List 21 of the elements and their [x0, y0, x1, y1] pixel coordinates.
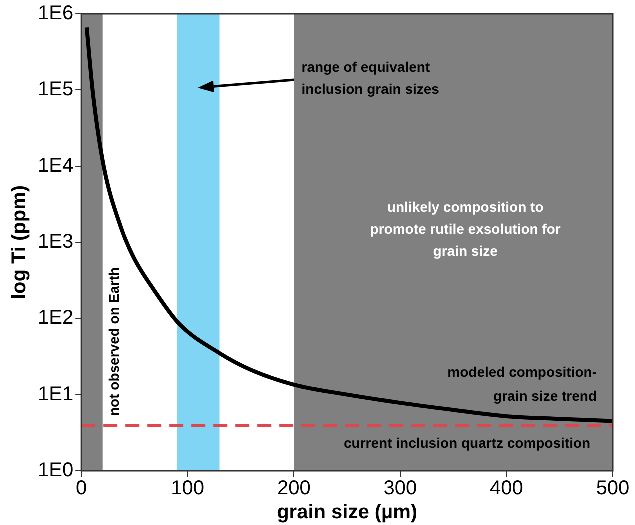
x-tick-label: 100: [171, 478, 205, 500]
y-tick-label: 1E4: [38, 154, 74, 177]
series-label: modeled composition-grain size trend: [448, 364, 598, 404]
y-tick-label: 1E0: [38, 460, 74, 482]
x-tick-label: 0: [76, 478, 88, 500]
ref-line-label: current inclusion quartz composition: [344, 434, 591, 451]
band-label: not observed on Earth: [106, 267, 122, 416]
x-tick-label: 400: [490, 478, 524, 500]
x-tick-label: 300: [384, 478, 418, 500]
x-tick-label: 500: [596, 478, 630, 500]
x-axis-title: grain size (µm): [277, 502, 418, 524]
band-label: range of equivalent inclusion grain sizes: [302, 59, 440, 97]
x-tick-label: 200: [277, 478, 311, 500]
y-tick-label: 1E6: [38, 2, 74, 25]
y-axis-title: log Ti (ppm): [8, 185, 31, 300]
y-tick-label: 1E3: [38, 231, 74, 254]
y-tick-label: 1E5: [38, 78, 74, 101]
y-tick-label: 1E2: [38, 307, 74, 330]
line-series: [84, 26, 613, 424]
band-label: unlikely composition to promote rutile exsolution for grain size: [370, 199, 562, 259]
y-tick-label: 1E1: [38, 383, 74, 406]
